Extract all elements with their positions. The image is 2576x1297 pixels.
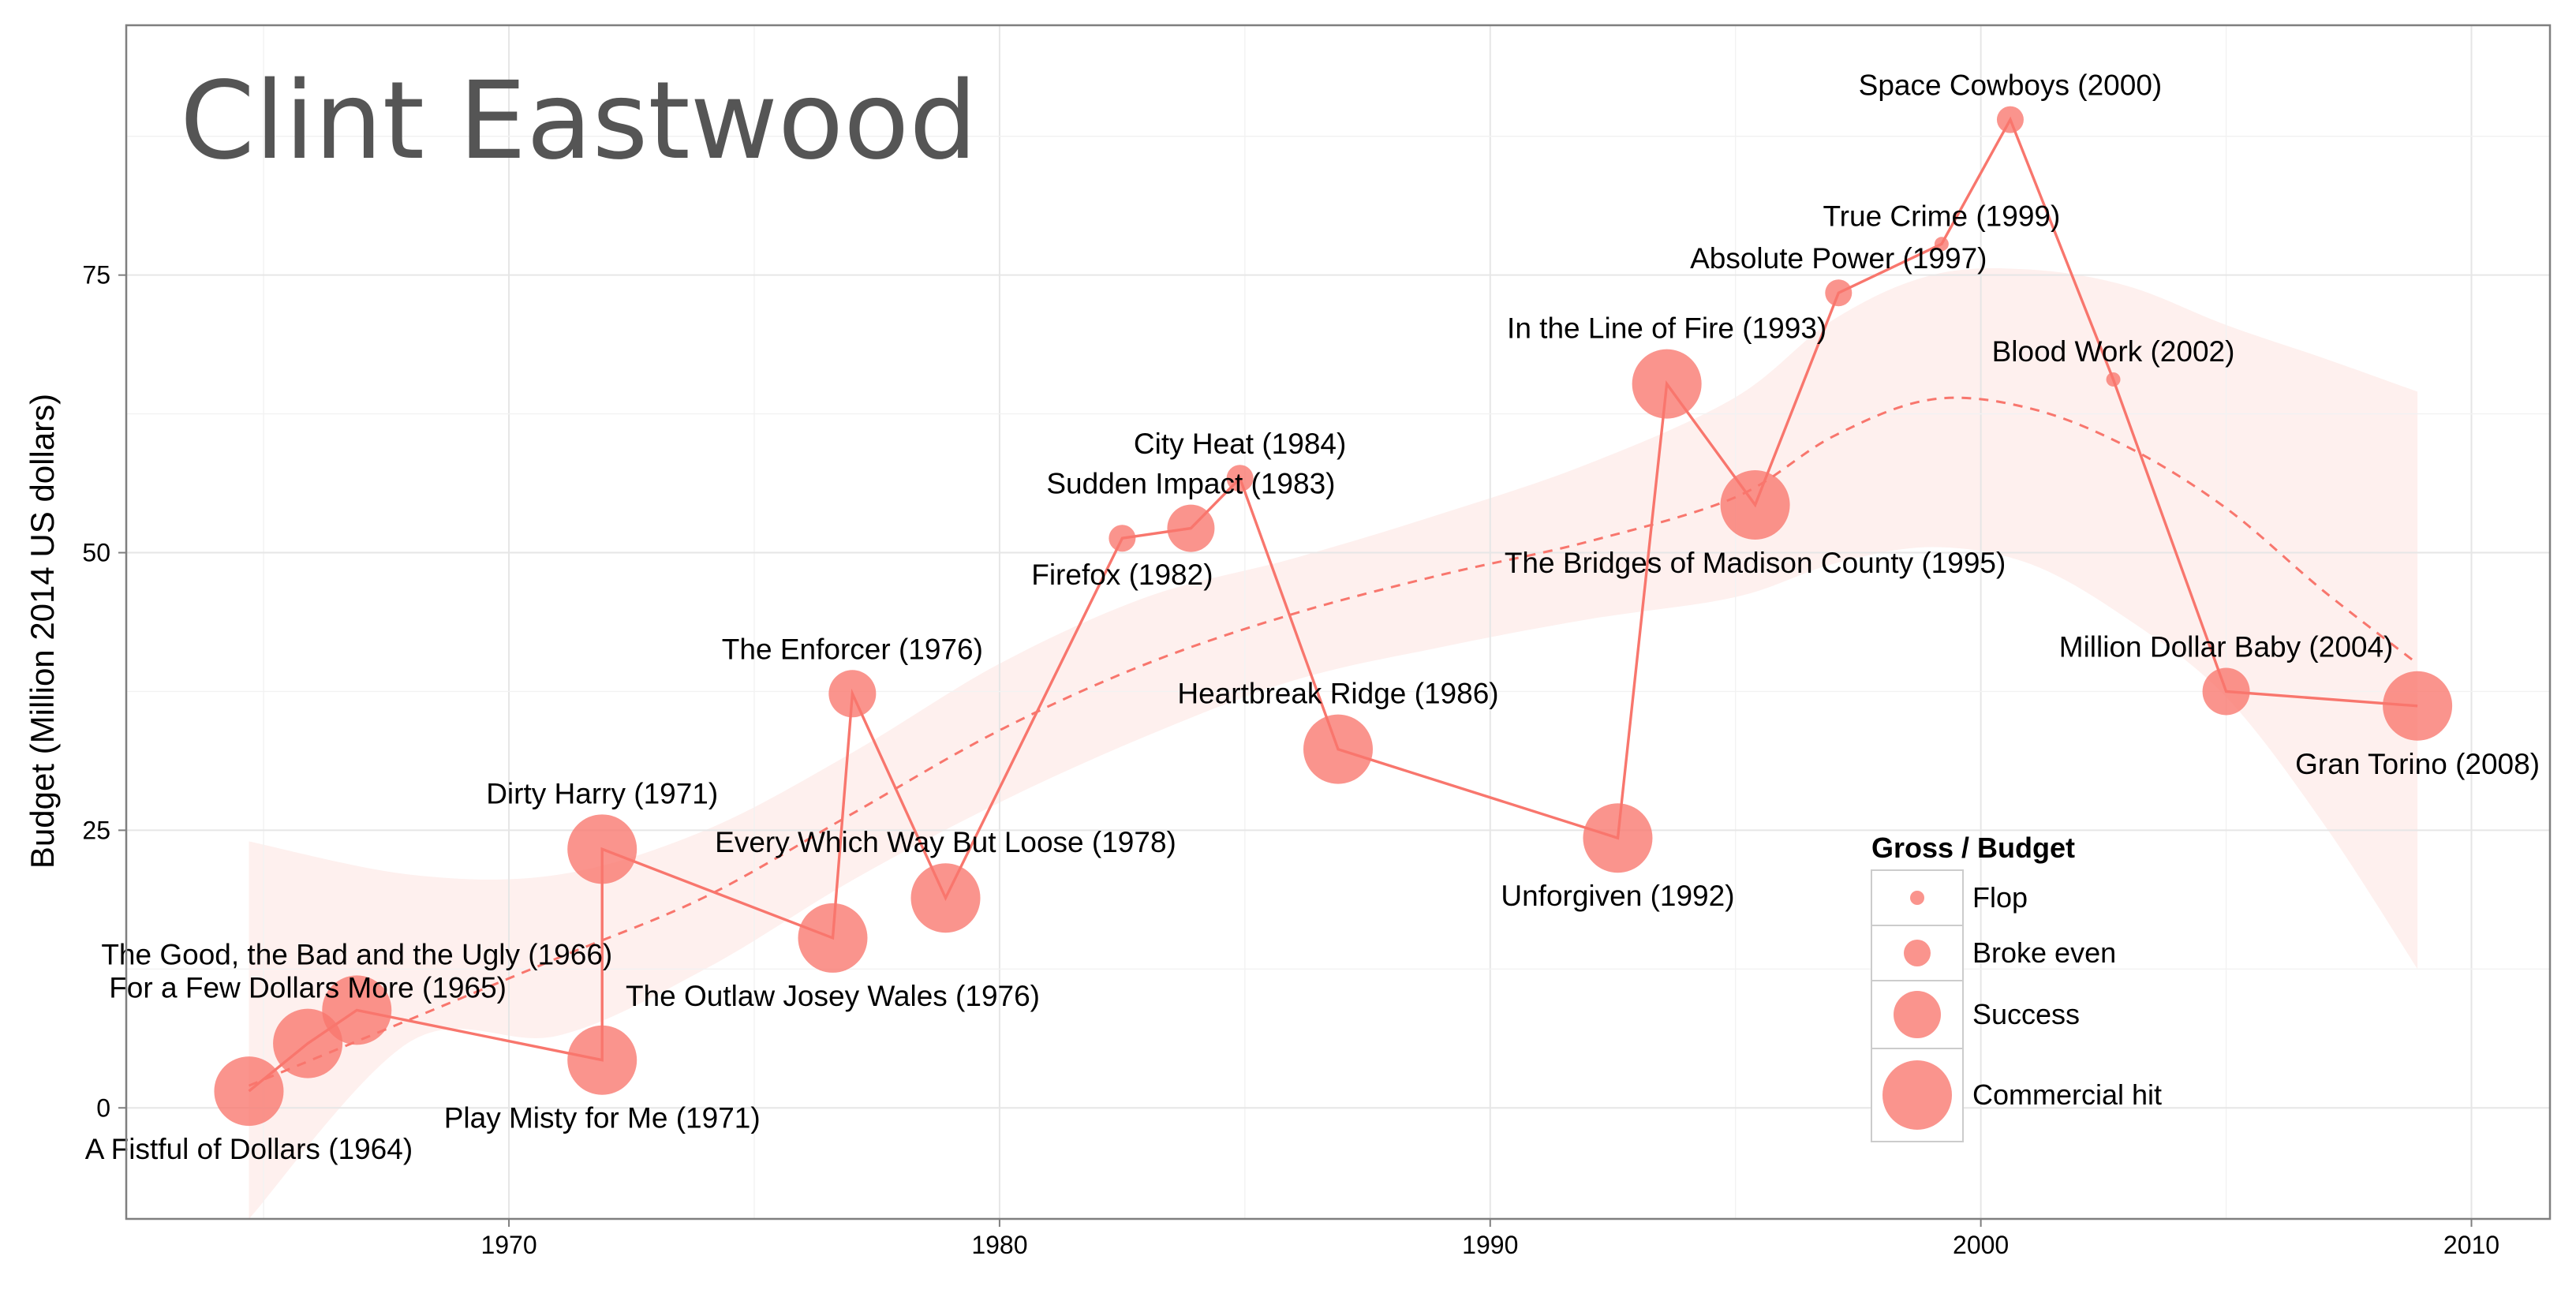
x-tick-label: 1990: [1462, 1231, 1518, 1259]
film-point: [1226, 465, 1254, 492]
film-point: [798, 903, 868, 973]
grid-lines: [126, 25, 2550, 1219]
film-point: [2202, 667, 2250, 716]
film-label: Dirty Harry (1971): [486, 777, 718, 809]
film-points: [214, 106, 2453, 1127]
x-tick-label: 1970: [480, 1231, 537, 1259]
legend: Gross / Budget Flop Broke even Success Comme…: [1871, 832, 2162, 1142]
film-point: [1720, 470, 1790, 540]
legend-label: Success: [1972, 998, 2080, 1030]
film-label: Space Cowboys (2000): [1859, 69, 2163, 102]
y-axis-label: Budget (Million 2014 US dollars): [24, 394, 61, 869]
confidence-ribbon: [249, 268, 2418, 1219]
film-point: [1996, 106, 2024, 133]
confidence-band: [249, 268, 2418, 1219]
legend-title: Gross / Budget: [1871, 832, 2075, 864]
legend-symbol: [1910, 891, 1924, 905]
film-point: [567, 814, 637, 884]
panel-border: [125, 24, 2552, 1220]
y-tick-label: 50: [82, 539, 110, 567]
film-point: [214, 1056, 284, 1127]
film-label: The Outlaw Josey Wales (1976): [626, 980, 1040, 1012]
film-point: [1303, 714, 1373, 784]
film-label: Play Misty for Me (1971): [444, 1102, 761, 1134]
film-label: A Fistful of Dollars (1964): [85, 1133, 413, 1165]
film-label: In the Line of Fire (1993): [1507, 312, 1826, 345]
film-label: Blood Work (2002): [1992, 335, 2235, 368]
legend-label: Flop: [1972, 881, 2028, 914]
legend-symbol: [1894, 991, 1941, 1038]
film-label: The Bridges of Madison County (1995): [1505, 547, 2006, 579]
y-tick-label: 0: [96, 1093, 110, 1122]
film-point: [273, 1008, 343, 1078]
x-tick-label: 2010: [2443, 1231, 2499, 1259]
legend-symbol: [1904, 940, 1931, 966]
trend-curve: [248, 396, 2419, 1087]
film-point: [1632, 349, 1702, 419]
film-point: [322, 975, 392, 1045]
film-label: City Heat (1984): [1134, 428, 1346, 460]
legend-symbol: [1882, 1060, 1952, 1130]
film-point: [1167, 504, 1215, 552]
legend-label: Commercial hit: [1972, 1078, 2162, 1111]
film-label: Every Which Way But Loose (1978): [715, 826, 1176, 858]
y-tick-label: 25: [82, 816, 110, 844]
film-label: Firefox (1982): [1031, 559, 1213, 591]
film-labels: A Fistful of Dollars (1964) For a Few Dol…: [85, 69, 2540, 1166]
film-label: Heartbreak Ridge (1986): [1177, 678, 1498, 710]
film-point: [1825, 279, 1853, 307]
film-point: [1109, 525, 1136, 552]
film-label: For a Few Dollars More (1965): [109, 972, 507, 1004]
film-label: Million Dollar Baby (2004): [2059, 630, 2394, 663]
x-tick-label: 2000: [1953, 1231, 2009, 1259]
film-label: Gran Torino (2008): [2295, 748, 2540, 780]
y-tick-label: 75: [82, 261, 110, 290]
film-label: Unforgiven (1992): [1501, 880, 1734, 912]
film-point: [2106, 372, 2121, 387]
chart-title: Clint Eastwood: [180, 59, 978, 184]
film-label: Sudden Impact (1983): [1046, 468, 1335, 500]
film-point: [1934, 237, 1949, 252]
film-label: The Good, the Bad and the Ugly (1966): [101, 938, 612, 970]
film-point: [2383, 671, 2453, 741]
film-point: [828, 670, 877, 718]
axes: 1970 1980 1990 2000 2010 0 25 50 75: [82, 24, 2552, 1259]
x-tick-label: 1980: [971, 1231, 1027, 1259]
film-point: [910, 863, 981, 933]
trend-line: [248, 396, 2419, 1087]
film-point: [1583, 803, 1653, 873]
film-label: Absolute Power (1997): [1690, 242, 1987, 275]
film-label: The Enforcer (1976): [722, 633, 983, 665]
film-point: [567, 1025, 637, 1095]
legend-label: Broke even: [1972, 936, 2116, 969]
film-label: True Crime (1999): [1823, 200, 2060, 232]
